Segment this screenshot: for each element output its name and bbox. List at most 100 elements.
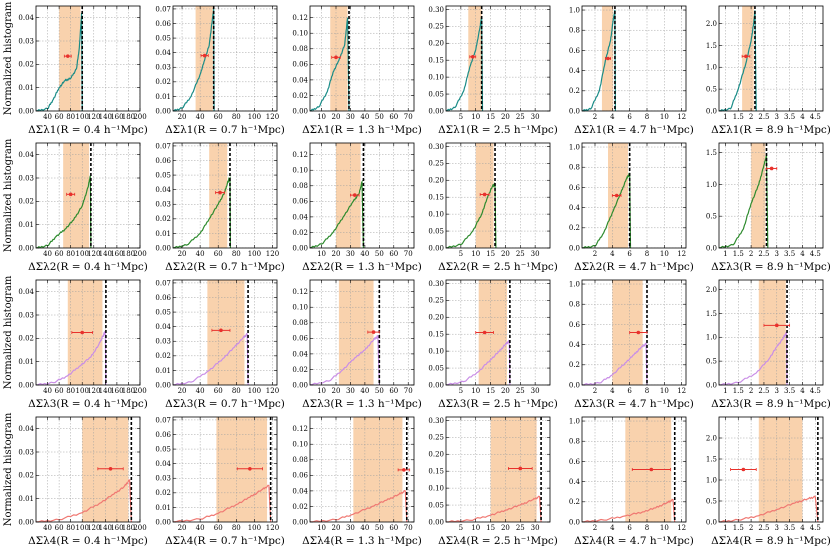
x-tick-label: 60 (55, 250, 64, 258)
histogram-curve (173, 8, 215, 111)
x-tick-label: 100 (76, 524, 89, 532)
y-tick-label: 0.15 (428, 57, 444, 65)
y-axis-label: Normalized histogram (3, 1, 14, 115)
panel-plot-area (310, 6, 414, 111)
x-tick-label: 12 (677, 387, 686, 395)
x-tick-label: 5 (459, 524, 463, 532)
x-tick-label: 4 (610, 250, 615, 258)
x-tick-label: 80 (232, 250, 241, 258)
x-tick-label: 20 (178, 524, 187, 532)
x-tick-label: 12 (677, 524, 686, 532)
x-tick-label: 1.5 (733, 524, 744, 532)
x-tick-label: 15 (486, 387, 495, 395)
x-tick-label: 2 (749, 113, 753, 121)
x-tick-label: 4.5 (810, 524, 821, 532)
y-tick-label: 0.06 (292, 335, 308, 343)
x-tick-label: 2.5 (758, 113, 769, 121)
y-tick-label: 0.04 (292, 213, 308, 221)
x-axis-label: ΔΣλ1(R = 1.3 h⁻¹Mpc) (302, 124, 422, 136)
y-tick-label: 0.00 (155, 381, 171, 389)
x-tick-label: 1 (723, 524, 727, 532)
y-tick-label: 1.0 (569, 417, 580, 425)
axes-frame (445, 279, 551, 386)
y-tick-label: 1.5 (706, 149, 717, 157)
y-tick-label: 0.02 (18, 472, 34, 480)
x-tick-label: 10 (660, 250, 669, 258)
x-tick-label: 40 (196, 524, 205, 532)
x-tick-label: 100 (248, 524, 261, 532)
y-tick-label: 0.08 (292, 456, 308, 464)
y-tick-label: 0.02 (18, 335, 34, 343)
y-tick-label: 1.0 (569, 6, 580, 14)
y-tick-label: 0.10 (292, 167, 308, 175)
x-axis-label: ΔΣλ4(R = 0.4 h⁻¹Mpc) (28, 535, 148, 547)
y-axis-label: Normalized histogram (3, 275, 14, 389)
x-tick-label: 8 (645, 113, 649, 121)
y-tick-label: 0.30 (428, 280, 444, 288)
x-tick-label: 140 (99, 113, 112, 121)
y-axis-label: Normalized histogram (3, 412, 14, 526)
y-tick-label: 0.12 (292, 151, 308, 159)
x-tick-label: 4 (610, 387, 615, 395)
y-axis-label: Normalized histogram (3, 138, 14, 252)
x-axis-label: ΔΣλ2(R = 0.4 h⁻¹Mpc) (28, 261, 148, 273)
x-axis-label: ΔΣλ1(R = 2.5 h⁻¹Mpc) (438, 124, 558, 136)
x-axis-label: ΔΣλ3(R = 0.7 h⁻¹Mpc) (165, 398, 285, 410)
y-tick-label: 0.05 (155, 171, 171, 179)
y-tick-label: 0.02 (155, 78, 171, 86)
estimate-point (108, 467, 113, 471)
y-tick-label: 0.06 (155, 157, 171, 165)
y-tick-label: 0.02 (18, 198, 34, 206)
x-tick-label: 50 (375, 387, 384, 395)
x-tick-label: 10 (317, 113, 326, 121)
y-tick-label: 0.03 (155, 201, 171, 209)
histogram-curve (36, 479, 132, 522)
y-tick-label: 1.5 (706, 42, 717, 50)
x-tick-label: 30 (346, 113, 355, 121)
x-tick-label: 25 (516, 113, 525, 121)
panel-plot-area (446, 417, 550, 522)
x-tick-label: 30 (531, 113, 540, 121)
panel-r0-c5: 1 1.5 2 2.5 3 3.5 4 4.5 0.0 0.5 1.0 1.5 2.0 ΔΣλ1(R = … (706, 5, 830, 136)
panel-r3-c2: 10 20 30 40 50 60 70 0.00 0.02 0.04 0.06 0.08 0.10 0.… (292, 416, 422, 547)
x-tick-label: 2.5 (758, 250, 769, 258)
y-tick-label: 0.0 (706, 518, 717, 526)
x-tick-label: 120 (87, 250, 100, 258)
x-tick-label: 30 (531, 250, 540, 258)
y-tick-label: 0.12 (292, 14, 308, 22)
y-tick-label: 0.6 (569, 184, 581, 192)
x-tick-label: 5 (459, 113, 463, 121)
x-tick-label: 80 (232, 387, 241, 395)
panel-plot-area (36, 417, 140, 522)
panel-r0-c1: 20 40 60 80 100 120 0.00 0.01 0.02 0.03 0.04 0.05 0.… (155, 5, 285, 136)
panel-plot-area (446, 143, 550, 248)
axes-frame (35, 142, 141, 249)
panel-plot-area (446, 280, 550, 385)
y-tick-label: 0.0 (569, 244, 580, 252)
axes-frame (35, 416, 141, 523)
x-tick-label: 3 (775, 524, 779, 532)
x-axis-label: ΔΣλ3(R = 8.9 h⁻¹Mpc) (711, 261, 830, 273)
x-tick-label: 160 (110, 524, 123, 532)
y-tick-label: 0.06 (155, 20, 171, 28)
y-tick-label: 0.03 (18, 311, 34, 319)
estimate-point (402, 468, 406, 472)
axes-frame (718, 142, 824, 249)
estimate-point (744, 54, 748, 59)
y-tick-label: 0.8 (569, 301, 580, 309)
x-tick-label: 40 (196, 113, 205, 121)
panel-plot-area (582, 143, 686, 248)
axes-frame (581, 416, 687, 523)
axes-frame (309, 142, 415, 249)
y-tick-label: 0.04 (292, 487, 308, 495)
x-tick-label: 4 (800, 387, 805, 395)
y-tick-label: 0.2 (569, 87, 580, 95)
histogram-curve (719, 495, 819, 522)
x-axis-label: ΔΣλ3(R = 8.9 h⁻¹Mpc) (711, 398, 830, 410)
estimate-point (769, 166, 774, 171)
x-tick-label: 15 (486, 250, 495, 258)
y-tick-label: 1.0 (569, 143, 580, 151)
x-tick-label: 20 (332, 387, 341, 395)
panel-r1-c4: 2 4 6 8 10 12 0.0 0.2 0.4 0.6 0.8 1.0 ΔΣλ2(R = 4.7 h… (569, 142, 694, 273)
